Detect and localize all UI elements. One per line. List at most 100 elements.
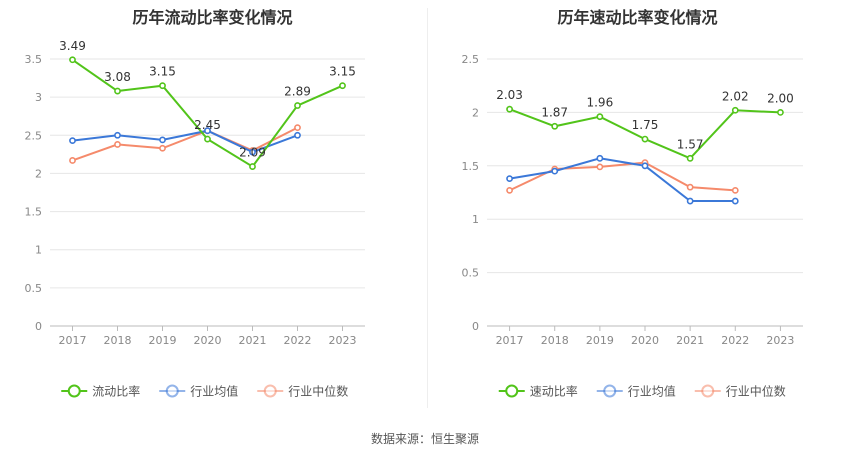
x-tick-label: 2021 — [239, 334, 267, 347]
x-tick-label: 2020 — [631, 334, 659, 347]
y-tick-label: 2.5 — [25, 129, 43, 142]
data-point — [294, 102, 301, 109]
legend-item: 流动比率 — [61, 384, 140, 399]
data-point — [686, 183, 694, 191]
x-tick-label: 2019 — [586, 334, 614, 347]
x-tick-label: 2023 — [329, 334, 357, 347]
x-tick-label: 2021 — [676, 334, 704, 347]
x-tick-label: 2017 — [59, 334, 87, 347]
data-point — [596, 113, 604, 121]
data-point — [551, 167, 559, 175]
data-point — [249, 163, 256, 170]
data-point — [69, 56, 76, 64]
current-ratio-chart: 历年流动比率变化情况 0 0.5 1 1.5 2 2.5 3 3.5 2017 2018 2019 2… — [0, 0, 425, 420]
y-tick-label: 2 — [472, 106, 479, 119]
x-tick-label: 2022 — [721, 334, 749, 347]
panel-divider — [427, 8, 428, 408]
y-tick-label: 0.5 — [25, 282, 43, 295]
series-line — [72, 126, 298, 162]
data-label: 2.00 — [767, 91, 794, 105]
data-label: 3.08 — [104, 70, 131, 84]
data-point — [686, 154, 694, 162]
y-tick-label: 0 — [35, 320, 42, 333]
y-tick-label: 3.5 — [25, 53, 43, 66]
legend-label: 速动比率 — [530, 384, 578, 399]
data-point — [159, 136, 166, 144]
legend-marker — [165, 384, 179, 398]
x-tick-label: 2018 — [541, 334, 569, 347]
y-tick-label: 3 — [35, 91, 42, 104]
y-tick-label: 0 — [472, 320, 479, 333]
data-point — [204, 127, 211, 135]
legend-label: 行业均值 — [190, 384, 238, 399]
legend-item: 行业均值 — [596, 384, 676, 399]
legend-marker — [603, 384, 617, 398]
y-tick-label: 1.5 — [462, 160, 480, 173]
legend-marker — [701, 384, 715, 398]
x-tick-label: 2019 — [149, 334, 177, 347]
data-point — [686, 197, 694, 205]
data-label: 2.02 — [722, 89, 749, 103]
legend-marker — [505, 384, 519, 398]
x-tick-label: 2018 — [104, 334, 132, 347]
data-label: 1.75 — [632, 118, 659, 132]
data-point — [731, 186, 739, 194]
x-tick-label: 2022 — [284, 334, 312, 347]
data-point — [506, 175, 513, 183]
data-label: 3.49 — [59, 39, 86, 53]
data-point — [204, 135, 211, 143]
legend-item: 行业均值 — [159, 384, 238, 399]
data-label: 2.09 — [239, 146, 266, 160]
data-point — [114, 141, 121, 148]
data-point — [294, 131, 301, 139]
legend-label: 行业中位数 — [288, 384, 348, 399]
data-point — [506, 105, 513, 113]
data-point — [69, 157, 76, 164]
data-point — [731, 197, 739, 205]
chart-title: 历年速动比率变化情况 — [557, 8, 718, 27]
data-point — [596, 154, 604, 162]
x-tick-label: 2020 — [194, 334, 222, 347]
legend-item: 速动比率 — [498, 384, 578, 399]
data-point — [339, 82, 346, 90]
x-tick-label: 2017 — [496, 334, 524, 347]
quick-ratio-plot: 0 0.5 1 1.5 2 2.5 2017 2018 2019 2020 2021 2022 2023… — [462, 53, 803, 399]
quick-ratio-chart: 历年速动比率变化情况 0 0.5 1 1.5 2 2.5 2017 2018 2019 2020 2… — [425, 0, 850, 420]
data-point — [731, 106, 739, 114]
data-label: 1.96 — [586, 96, 613, 110]
data-point — [159, 82, 166, 90]
x-tick-label: 2023 — [766, 334, 794, 347]
data-point — [294, 124, 301, 132]
data-label: 3.15 — [149, 65, 176, 79]
data-label: 1.57 — [677, 137, 704, 151]
data-point — [641, 135, 649, 143]
y-tick-label: 1.5 — [25, 206, 43, 219]
current-ratio-plot: 0 0.5 1 1.5 2 2.5 3 3.5 2017 2018 2019 2020 2021 2022… — [25, 39, 365, 399]
data-source: 数据来源：恒生聚源 — [370, 432, 479, 446]
data-label: 3.15 — [329, 65, 356, 79]
data-point — [777, 109, 784, 116]
y-tick-label: 1 — [472, 213, 479, 226]
series-line — [509, 161, 736, 192]
data-point — [114, 131, 121, 139]
data-label: 2.03 — [496, 88, 523, 102]
data-point — [506, 186, 513, 194]
legend-marker — [67, 384, 81, 398]
series-line — [72, 129, 298, 154]
data-label: 1.87 — [541, 105, 568, 119]
legend-label: 流动比率 — [92, 384, 140, 399]
y-tick-label: 2 — [35, 167, 42, 180]
data-point — [114, 87, 121, 95]
legend-label: 行业均值 — [628, 384, 676, 399]
chart-title: 历年流动比率变化情况 — [132, 8, 293, 27]
legend-item: 行业中位数 — [257, 384, 348, 399]
data-point — [641, 162, 649, 170]
data-point — [551, 122, 559, 130]
y-tick-label: 1 — [35, 244, 42, 257]
y-tick-label: 2.5 — [462, 53, 480, 66]
data-label: 2.45 — [194, 118, 221, 132]
legend-item: 行业中位数 — [694, 384, 786, 399]
legend-label: 行业中位数 — [726, 384, 786, 399]
data-point — [249, 148, 256, 156]
data-point — [159, 144, 166, 152]
